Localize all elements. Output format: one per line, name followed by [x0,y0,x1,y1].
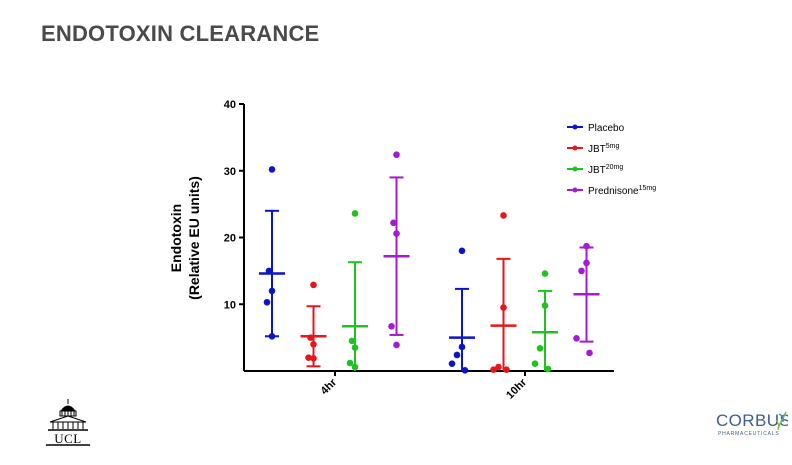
data-point [310,281,317,289]
legend-label-name: JBT [588,165,606,176]
series-1-group-0 [300,281,327,368]
series-0-group-1 [448,247,475,374]
legend-label-name: Prednisone [588,186,639,197]
data-point [536,345,544,352]
data-point [351,210,359,217]
data-point [448,360,456,367]
data-point [346,359,354,367]
legend-swatch-dot [572,166,578,172]
plot-marks [259,151,600,374]
axes: 10 20 30 40 4hr 10hr [224,99,614,402]
ucl-logo-text: UCL [54,431,82,446]
data-point [305,354,312,361]
data-point [578,267,585,275]
corbus-logo-word: CORBUS [716,411,788,430]
legend-label-superscript: 5mg [606,143,620,150]
legend-label: Placebo [588,123,625,134]
data-point [458,247,466,255]
legend-item-0: Placebo [567,123,625,134]
series-1-group-1 [490,212,517,373]
data-point [310,341,317,348]
legend-swatch-dot [572,145,578,151]
data-point [495,363,502,371]
legend-item-3: Prednisone15mg [567,185,656,197]
data-point [348,337,356,345]
series-3-group-1 [573,242,600,357]
data-point [263,298,271,306]
data-point [541,302,549,309]
data-point [351,344,359,351]
data-point [586,349,593,357]
data-point [268,166,276,173]
data-point [544,365,552,373]
corbus-logo: CORBUS PHARMACEUTICALS [716,411,788,437]
x-tick-label: 10hr [504,376,529,401]
y-tick-label: 10 [224,299,236,311]
data-point [268,332,276,340]
legend-swatch-dot [572,124,578,130]
y-axis-title-line2: (Relative EU units) [186,176,202,300]
data-point [393,151,400,159]
data-point [503,366,510,373]
data-point [390,219,397,227]
data-point [573,334,580,342]
series-3-group-0 [383,151,410,349]
corbus-logo-subtext: PHARMACEUTICALS [718,431,779,437]
data-point [310,355,317,362]
data-point [490,366,497,373]
series-2-group-0 [342,210,368,371]
x-tick-label: 4hr [319,376,340,397]
data-point [393,230,400,237]
legend-label-superscript: 15mg [639,185,657,192]
data-point [461,367,469,374]
corbus-leaf-icon [775,411,787,431]
legend-label-superscript: 20mg [606,164,624,171]
slide-title: ENDOTOXIN CLEARANCE [41,21,320,46]
series-2-group-1 [531,270,558,373]
data-point [531,360,539,367]
y-tick-label: 40 [224,99,236,111]
y-tick-label: 20 [224,233,236,245]
legend-item-1: JBT5mg [567,143,620,155]
data-point [393,341,400,349]
y-axis-title-line1: Endotoxin [168,204,184,272]
series-0-group-0 [259,166,285,340]
data-point [500,212,507,219]
data-point [265,267,273,275]
data-point [541,270,549,277]
legend-label: JBT20mg [588,164,623,176]
ucl-logo: UCL [46,399,90,446]
data-point [458,343,466,351]
data-point [583,259,590,267]
data-point [500,304,507,311]
y-axis-title: Endotoxin (Relative EU units) [168,176,202,300]
data-point [351,363,359,371]
legend-label-name: Placebo [588,123,625,134]
legend-label: JBT5mg [588,143,620,155]
data-point [388,322,395,330]
data-point [307,334,314,341]
data-point [453,351,461,359]
data-point [583,242,590,250]
y-tick-label: 30 [224,166,236,178]
legend-swatch-dot [572,187,578,193]
legend-item-2: JBT20mg [567,164,623,176]
data-point [268,287,276,295]
legend-label-name: JBT [588,144,606,155]
legend-label: Prednisone15mg [588,185,656,197]
